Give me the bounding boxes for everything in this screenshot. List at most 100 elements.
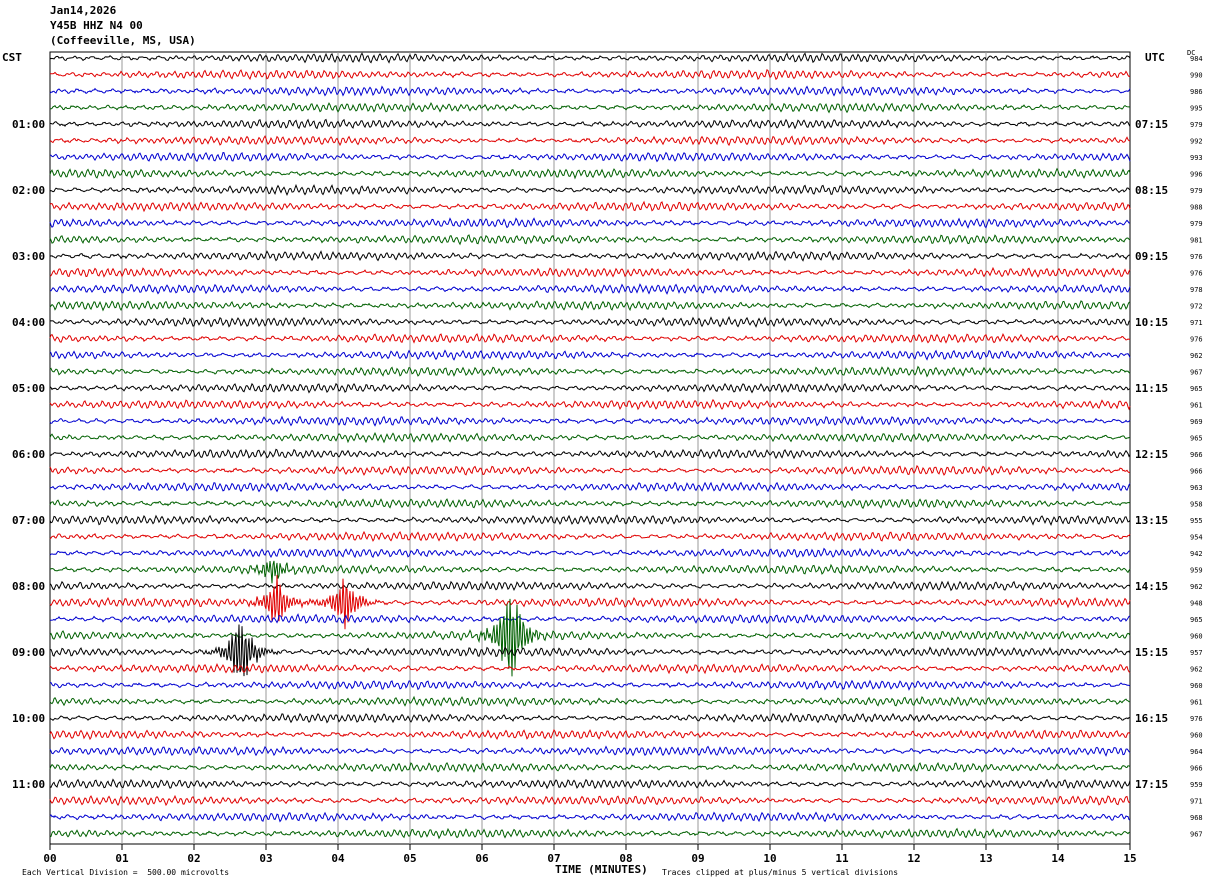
seismic-trace [49, 266, 1131, 278]
plot-frame [49, 51, 1131, 845]
dc-offset-label: 964 [1190, 748, 1203, 756]
seismic-trace [49, 580, 1131, 592]
dc-offset-label: 958 [1190, 501, 1203, 509]
seismic-trace [49, 695, 1131, 708]
dc-offset-label: 959 [1190, 567, 1203, 575]
left-hour-label: 01:00 [12, 118, 45, 131]
x-tick-label: 14 [1051, 852, 1065, 865]
left-hour-label: 10:00 [12, 712, 45, 725]
dc-offset-label: 965 [1190, 435, 1203, 443]
left-hour-label: 06:00 [12, 448, 45, 461]
dc-offset-label: 981 [1190, 237, 1203, 245]
seismic-trace [49, 560, 1131, 584]
left-hour-label: 07:00 [12, 514, 45, 527]
seismic-trace [49, 598, 1131, 677]
dc-offset-label: 965 [1190, 616, 1203, 624]
dc-offset-label: 960 [1190, 633, 1203, 641]
seismic-trace [49, 300, 1131, 312]
dc-offset-label: 992 [1190, 138, 1203, 146]
seismic-trace [49, 481, 1131, 493]
seismic-trace [49, 200, 1131, 213]
dc-offset-label: 960 [1190, 682, 1203, 690]
seismic-trace [49, 811, 1131, 823]
right-hour-label: 15:15 [1135, 646, 1168, 659]
x-tick-label: 00 [43, 852, 56, 865]
dc-offset-label: 979 [1190, 187, 1203, 195]
dc-offset-label: 962 [1190, 352, 1203, 360]
right-hour-label: 11:15 [1135, 382, 1168, 395]
seismic-trace [49, 530, 1131, 542]
dc-offset-label: 979 [1190, 121, 1203, 129]
seismic-trace [49, 663, 1131, 675]
seismic-trace [49, 794, 1131, 807]
seismic-trace [49, 167, 1131, 180]
x-tick-label: 10 [763, 852, 776, 865]
x-tick-label: 04 [331, 852, 345, 865]
dc-offset-label: 942 [1190, 550, 1203, 558]
left-hour-label: 11:00 [12, 778, 45, 791]
dc-offset-label: 976 [1190, 253, 1203, 261]
dc-offset-label: 960 [1190, 732, 1203, 740]
seismic-trace [49, 398, 1131, 411]
dc-offset-label: 966 [1190, 451, 1203, 459]
x-tick-label: 13 [979, 852, 992, 865]
seismic-trace [49, 728, 1131, 741]
dc-offset-label: 961 [1190, 402, 1203, 410]
dc-offset-label: 948 [1190, 600, 1203, 608]
right-hour-label: 13:15 [1135, 514, 1168, 527]
x-tick-label: 09 [691, 852, 704, 865]
dc-offset-label: 971 [1190, 798, 1203, 806]
seismic-trace [49, 118, 1131, 130]
seismic-trace [49, 183, 1131, 196]
dc-offset-label: 966 [1190, 468, 1203, 476]
dc-offset-label: 971 [1190, 319, 1203, 327]
dc-offset-label: 967 [1190, 369, 1203, 377]
seismic-trace [49, 382, 1131, 394]
seismic-trace [49, 712, 1131, 724]
dc-offset-label: 976 [1190, 715, 1203, 723]
dc-offset-label: 984 [1190, 55, 1203, 63]
dc-label: DC [1187, 49, 1196, 57]
right-hour-label: 17:15 [1135, 778, 1168, 791]
seismic-trace [49, 448, 1131, 460]
seismic-trace [49, 547, 1131, 559]
seismic-trace [49, 514, 1131, 526]
right-hour-label: 12:15 [1135, 448, 1168, 461]
seismic-trace [49, 613, 1131, 625]
dc-offset-label: 976 [1190, 336, 1203, 344]
dc-offset-label: 961 [1190, 699, 1203, 707]
dc-offset-label: 954 [1190, 534, 1203, 542]
dc-offset-label: 962 [1190, 583, 1203, 591]
left-hour-label: 02:00 [12, 184, 45, 197]
x-tick-label: 05 [403, 852, 416, 865]
seismic-trace [49, 745, 1131, 757]
seismic-trace [49, 151, 1131, 163]
seismic-trace [49, 827, 1131, 840]
x-tick-label: 11 [835, 852, 849, 865]
right-hour-label: 07:15 [1135, 118, 1168, 131]
x-tick-label: 06 [475, 852, 489, 865]
dc-offset-label: 988 [1190, 204, 1203, 212]
dc-offset-label: 979 [1190, 220, 1203, 228]
seismic-trace [49, 217, 1131, 229]
header-date: Jan14,2026 [50, 4, 117, 17]
x-axis-label: TIME (MINUTES) [555, 863, 648, 876]
seismic-trace [49, 135, 1131, 147]
dc-offset-label: 968 [1190, 814, 1203, 822]
left-hour-label: 04:00 [12, 316, 45, 329]
dc-offset-label: 959 [1190, 781, 1203, 789]
dc-offset-label: 996 [1190, 171, 1203, 179]
seismic-trace [49, 624, 1131, 677]
seismic-trace [49, 415, 1131, 427]
right-hour-label: 16:15 [1135, 712, 1168, 725]
seismic-trace [49, 365, 1131, 378]
x-tick-label: 07 [547, 852, 560, 865]
left-hour-label: 03:00 [12, 250, 45, 263]
seismic-trace [49, 464, 1131, 476]
seismic-trace [49, 498, 1131, 510]
right-hour-label: 08:15 [1135, 184, 1168, 197]
dc-offset-label: 995 [1190, 105, 1203, 113]
dc-offset-label: 955 [1190, 517, 1203, 525]
dc-offset-label: 957 [1190, 649, 1203, 657]
